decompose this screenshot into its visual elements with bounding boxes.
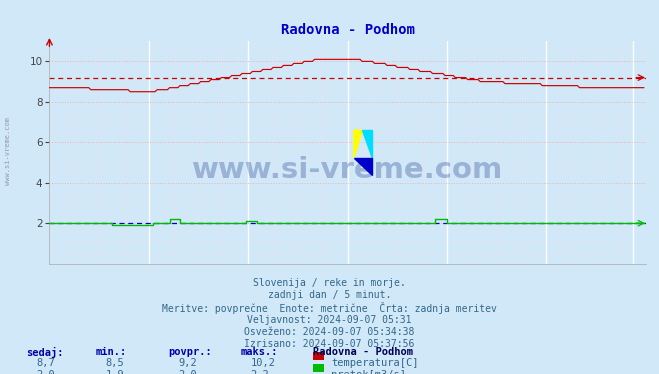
Text: 8,7: 8,7 <box>36 358 55 368</box>
Text: Meritve: povprečne  Enote: metrične  Črta: zadnja meritev: Meritve: povprečne Enote: metrične Črta:… <box>162 302 497 314</box>
Text: sedaj:: sedaj: <box>26 347 64 358</box>
Text: zadnji dan / 5 minut.: zadnji dan / 5 minut. <box>268 290 391 300</box>
Text: temperatura[C]: temperatura[C] <box>331 358 419 368</box>
Text: 2,0: 2,0 <box>36 370 55 374</box>
Polygon shape <box>354 159 372 175</box>
Title: Radovna - Podhom: Radovna - Podhom <box>281 23 415 37</box>
Text: 1,9: 1,9 <box>105 370 124 374</box>
Text: 8,5: 8,5 <box>105 358 124 368</box>
Text: Radovna - Podhom: Radovna - Podhom <box>313 347 413 357</box>
Text: 2,2: 2,2 <box>250 370 269 374</box>
Text: www.si-vreme.com: www.si-vreme.com <box>5 117 11 186</box>
Text: 9,2: 9,2 <box>178 358 196 368</box>
Text: www.si-vreme.com: www.si-vreme.com <box>192 156 503 184</box>
Text: pretok[m3/s]: pretok[m3/s] <box>331 370 407 374</box>
Text: 2,0: 2,0 <box>178 370 196 374</box>
Text: Slovenija / reke in morje.: Slovenija / reke in morje. <box>253 278 406 288</box>
Text: 10,2: 10,2 <box>250 358 275 368</box>
Polygon shape <box>362 130 372 159</box>
Text: povpr.:: povpr.: <box>168 347 212 357</box>
Text: min.:: min.: <box>96 347 127 357</box>
Text: maks.:: maks.: <box>241 347 278 357</box>
Polygon shape <box>354 130 362 159</box>
Text: Veljavnost: 2024-09-07 05:31: Veljavnost: 2024-09-07 05:31 <box>247 315 412 325</box>
Text: Osveženo: 2024-09-07 05:34:38: Osveženo: 2024-09-07 05:34:38 <box>244 327 415 337</box>
Text: Izrisano: 2024-09-07 05:37:56: Izrisano: 2024-09-07 05:37:56 <box>244 339 415 349</box>
